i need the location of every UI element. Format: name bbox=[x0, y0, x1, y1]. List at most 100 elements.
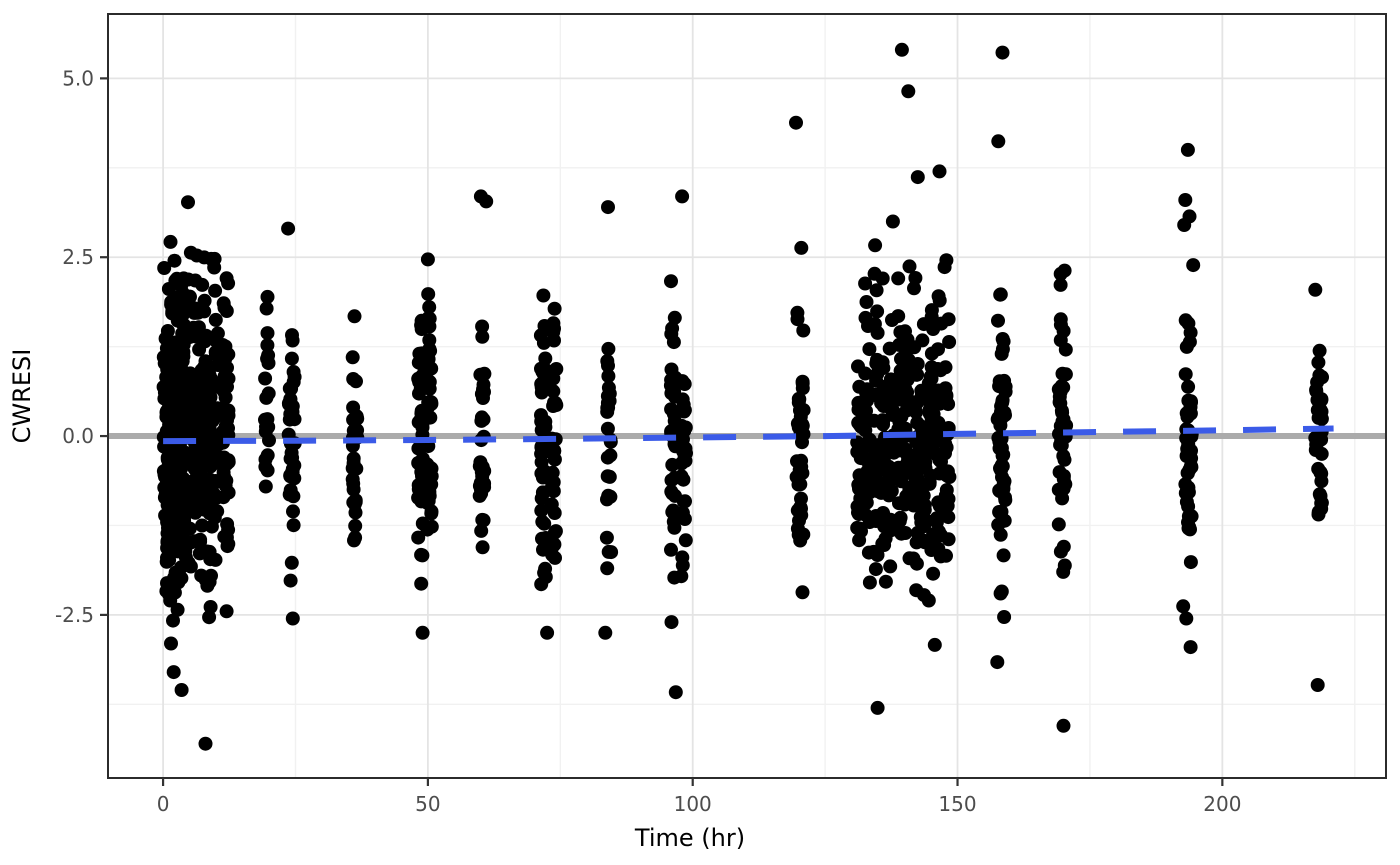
data-point bbox=[1056, 324, 1071, 338]
outlier-point bbox=[219, 604, 234, 619]
data-point bbox=[160, 324, 175, 338]
data-point bbox=[891, 271, 906, 286]
data-point bbox=[898, 324, 912, 339]
data-point bbox=[915, 333, 930, 348]
data-point bbox=[859, 495, 874, 510]
data-point bbox=[347, 309, 362, 324]
data-point bbox=[287, 471, 302, 486]
outlier-point bbox=[675, 189, 690, 204]
outlier-point bbox=[281, 221, 296, 236]
outlier-point bbox=[601, 200, 615, 215]
data-point bbox=[790, 503, 805, 518]
data-point bbox=[868, 562, 883, 577]
data-point bbox=[197, 293, 212, 308]
data-point bbox=[285, 333, 300, 348]
data-point bbox=[1051, 382, 1066, 397]
data-point bbox=[875, 271, 890, 286]
data-point bbox=[193, 534, 208, 549]
data-point bbox=[1057, 558, 1072, 573]
data-point bbox=[162, 553, 177, 568]
data-point bbox=[1054, 433, 1069, 448]
data-point bbox=[941, 312, 956, 327]
outlier-point bbox=[1179, 611, 1194, 626]
data-point bbox=[261, 356, 276, 371]
outlier-point bbox=[910, 170, 925, 185]
data-point bbox=[665, 486, 680, 501]
data-point bbox=[220, 379, 234, 394]
data-point bbox=[921, 593, 936, 608]
data-point bbox=[906, 551, 921, 566]
data-point bbox=[260, 463, 275, 478]
data-point bbox=[793, 423, 808, 438]
outlier-point bbox=[1183, 640, 1198, 655]
data-point bbox=[992, 374, 1007, 389]
data-point bbox=[884, 484, 899, 498]
data-point bbox=[204, 568, 218, 583]
outlier-point bbox=[668, 685, 683, 700]
data-point bbox=[939, 548, 953, 563]
data-point bbox=[1312, 368, 1327, 383]
outlier-point bbox=[285, 611, 300, 626]
data-point bbox=[262, 433, 276, 448]
data-point bbox=[1058, 367, 1073, 382]
data-point bbox=[906, 478, 921, 493]
data-point bbox=[216, 490, 231, 505]
data-point bbox=[902, 259, 917, 274]
x-tick-label: 200 bbox=[1203, 792, 1241, 816]
data-point bbox=[862, 342, 877, 357]
data-point bbox=[203, 390, 218, 405]
data-point bbox=[600, 354, 615, 369]
outlier-point bbox=[174, 683, 189, 697]
data-point bbox=[931, 415, 946, 430]
data-point bbox=[221, 276, 236, 291]
data-point bbox=[538, 420, 553, 435]
data-point bbox=[534, 491, 549, 506]
data-point bbox=[346, 482, 361, 497]
data-point bbox=[411, 482, 426, 497]
data-point bbox=[475, 540, 490, 555]
data-point bbox=[208, 505, 223, 520]
data-point bbox=[221, 522, 236, 537]
data-point bbox=[1309, 441, 1324, 456]
data-point bbox=[858, 276, 873, 291]
data-point bbox=[996, 481, 1011, 496]
data-point bbox=[1051, 517, 1066, 532]
data-point bbox=[869, 283, 884, 298]
data-point bbox=[876, 361, 891, 375]
data-point bbox=[1055, 491, 1070, 506]
data-point bbox=[1178, 367, 1193, 382]
data-point bbox=[1314, 411, 1329, 426]
data-point bbox=[422, 319, 437, 334]
data-point bbox=[859, 295, 874, 309]
data-point bbox=[217, 300, 232, 315]
data-point bbox=[793, 409, 808, 424]
data-point bbox=[600, 396, 615, 410]
y-axis-title: CWRESI bbox=[8, 349, 36, 444]
data-point bbox=[420, 522, 435, 537]
data-point bbox=[535, 514, 550, 529]
outlier-point bbox=[927, 637, 942, 652]
outlier-point bbox=[870, 700, 885, 715]
data-point bbox=[667, 310, 682, 325]
data-point bbox=[600, 421, 615, 436]
data-point bbox=[858, 366, 873, 381]
data-point bbox=[1311, 355, 1326, 370]
data-point bbox=[676, 472, 691, 487]
data-point bbox=[345, 472, 360, 487]
data-point bbox=[875, 536, 890, 551]
data-point bbox=[674, 456, 689, 471]
data-point bbox=[170, 602, 185, 617]
data-point bbox=[411, 530, 426, 545]
data-point bbox=[349, 374, 363, 389]
outlier-point bbox=[789, 115, 803, 130]
data-point bbox=[477, 384, 491, 399]
data-point bbox=[939, 483, 954, 498]
data-point bbox=[940, 468, 955, 483]
x-tick-label: 100 bbox=[674, 792, 712, 816]
data-point bbox=[1053, 277, 1068, 292]
data-point bbox=[677, 512, 692, 526]
data-point bbox=[931, 342, 945, 357]
data-point bbox=[793, 533, 808, 548]
panel-border bbox=[107, 13, 1387, 779]
